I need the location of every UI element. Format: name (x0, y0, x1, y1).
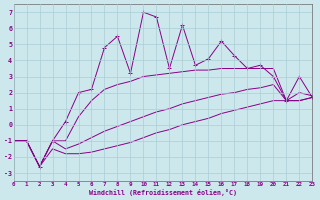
X-axis label: Windchill (Refroidissement éolien,°C): Windchill (Refroidissement éolien,°C) (89, 189, 237, 196)
